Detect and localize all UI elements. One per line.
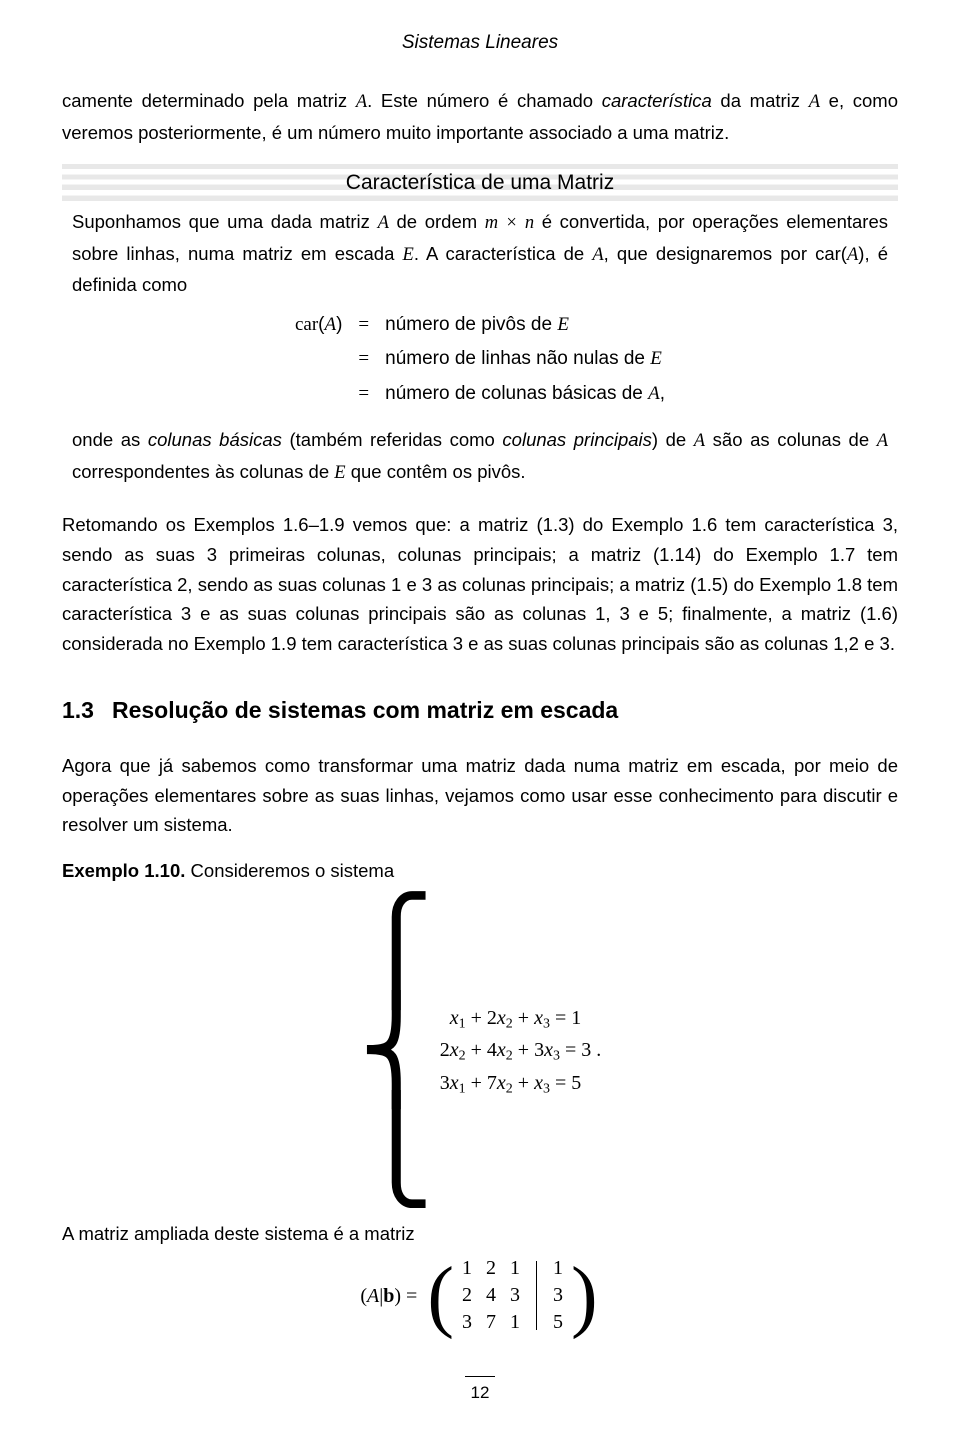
matrix-cell: 1 [553,1255,563,1282]
text: da matriz [712,90,809,111]
example-label: Exemplo 1.10. [62,860,185,881]
text: (também referidas como [282,429,503,450]
text: de ordem [389,211,485,232]
math-expr: m × n [485,213,534,233]
matrix-cell: 7 [486,1309,496,1336]
left-paren-icon: ( [425,1256,456,1336]
system-eq: x1 + 2x2 + x3 = 1 [440,1003,602,1035]
matrix-row: (A|b) = ( 1 2 3 2 4 7 1 3 1 [360,1255,599,1336]
examples-paragraph: Retomando os Exemplos 1.6–1.9 vemos que:… [62,510,898,658]
eqn-rhs: número de linhas não nulas de E [385,344,665,374]
system-lines: x1 + 2x2 + x3 = 1 2x2 + 4x2 + 3x3 = 3 . … [440,901,602,1201]
section-intro-paragraph: Agora que já sabemos como transformar um… [62,751,898,840]
eqn-eq: = [358,310,369,340]
box-title-bg: Característica de uma Matriz [62,164,898,202]
matrix-cell: 4 [486,1282,496,1309]
eqn-rhs: número de pivôs de E [385,310,665,340]
matrix-cell: 3 [553,1282,563,1309]
math-var: A [694,431,705,451]
text: , que designaremos por car( [604,243,847,264]
matrix-lhs: (A|b) = [360,1280,417,1312]
page: Sistemas Lineares camente determinado pe… [0,0,960,1426]
italic-term: característica [602,90,712,111]
section-title-text: Resolução de sistemas com matriz em esca… [112,697,618,723]
brace-container: ⎧⁠⎨⎩ x1 + 2x2 + x3 = 1 2x2 + 4x2 + 3x3 =… [359,901,602,1201]
system-eq: 2x2 + 4x2 + 3x3 = 3 . [440,1035,602,1067]
math-var: A [877,431,888,451]
header-title: Sistemas Lineares [402,32,558,53]
matrix-intro-text: A matriz ampliada deste sistema é a matr… [62,1219,898,1249]
text: Suponhamos que uma dada matriz [72,211,378,232]
math-var: A [378,213,389,233]
text: onde as [72,429,148,450]
text: . A característica de [414,243,593,264]
text: camente determinado pela matriz [62,90,356,111]
italic-term: colunas principais [502,429,651,450]
left-brace-icon: ⎧⁠⎨⎩ [359,901,440,1201]
matrix-cell: 1 [462,1255,472,1282]
eqn-eq: = [358,379,369,409]
box-title: Característica de uma Matriz [62,166,898,200]
text: ) de [652,429,694,450]
matrix-cell: 1 [510,1255,520,1282]
eqn-lhs: car(A) [295,310,342,340]
matrix-cell: 1 [510,1309,520,1336]
section-heading: 1.3 Resolução de sistemas com matriz em e… [62,692,898,729]
italic-term: colunas básicas [148,429,282,450]
text: correspondentes às colunas de [72,461,334,482]
math-var: A [592,245,603,265]
matrix-columns: 1 2 3 2 4 7 1 3 1 1 3 5 [456,1255,569,1336]
eqn-rhs: número de colunas básicas de A, [385,379,665,409]
eqn-grid: car(A) = número de pivôs de E = número d… [295,310,665,409]
section-number: 1.3 [62,692,94,729]
matrix-divider [536,1261,537,1330]
text: . Este número é chamado [367,90,602,111]
matrix-col: 1 2 3 [462,1255,472,1336]
math-var: A [356,92,367,112]
def-equation-block: car(A) = número de pivôs de E = número d… [72,310,888,409]
matrix-col: 1 3 1 [510,1255,520,1336]
matrix-col: 2 4 7 [486,1255,496,1336]
example-text: Consideremos o sistema [185,860,394,881]
example-line: Exemplo 1.10. Consideremos o sistema [62,856,898,886]
matrix-cell: 5 [553,1309,563,1336]
system-eq: 3x1 + 7x2 + x3 = 5 [440,1068,602,1100]
math-var: A [847,245,858,265]
page-number: 12 [465,1376,495,1406]
math-var: E [334,463,345,483]
equation-system: ⎧⁠⎨⎩ x1 + 2x2 + x3 = 1 2x2 + 4x2 + 3x3 =… [62,901,898,1201]
math-var: A [809,92,820,112]
definition-box: Característica de uma Matriz Suponhamos … [62,164,898,493]
text: são as colunas de [705,429,877,450]
intro-paragraph: camente determinado pela matriz A. Este … [62,86,898,147]
matrix-cell: 2 [486,1255,496,1282]
text: que contêm os pivôs. [346,461,526,482]
matrix-cell: 3 [510,1282,520,1309]
augmented-matrix: (A|b) = ( 1 2 3 2 4 7 1 3 1 [62,1255,898,1336]
box-body: Suponhamos que uma dada matriz A de orde… [62,201,898,492]
running-header: Sistemas Lineares [62,28,898,58]
matrix-cell: 3 [462,1309,472,1336]
matrix-col: 1 3 5 [553,1255,563,1336]
eqn-eq: = [358,344,369,374]
matrix-cell: 2 [462,1282,472,1309]
math-var: E [403,245,414,265]
right-paren-icon: ) [569,1256,600,1336]
